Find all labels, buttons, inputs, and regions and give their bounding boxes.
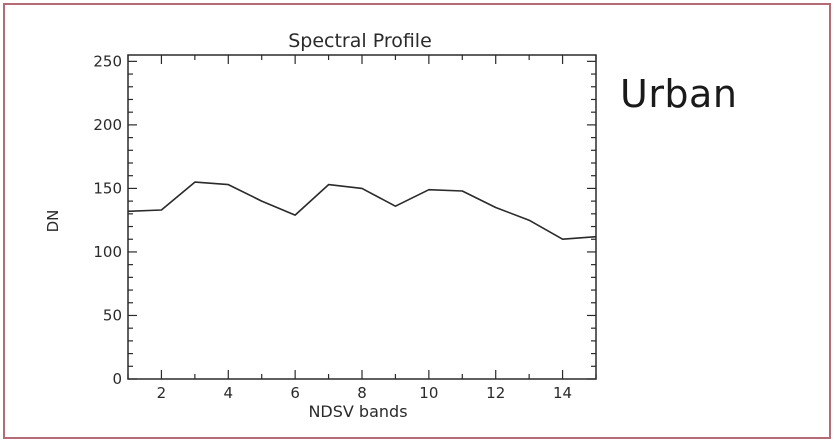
x-tick-label: 6	[290, 384, 300, 402]
x-tick-label: 8	[357, 384, 367, 402]
x-tick-label: 2	[157, 384, 167, 402]
x-axis-label: NDSV bands	[308, 402, 407, 421]
axis-ticks	[127, 55, 597, 380]
plot-area	[127, 54, 597, 380]
x-tick-label: 14	[553, 384, 572, 402]
series-line	[127, 181, 597, 240]
y-tick-label: 150	[93, 179, 122, 197]
tick-labels: 2 4 6 8 10 12 14 0 50 100 150 200 250	[93, 52, 572, 402]
y-tick-label: 0	[112, 370, 122, 388]
y-tick-label: 200	[93, 116, 122, 134]
x-tick-label: 12	[486, 384, 505, 402]
y-tick-label: 250	[93, 52, 122, 70]
chart-title: Spectral Profile	[288, 30, 432, 52]
y-tick-label: 50	[103, 306, 122, 324]
y-axis-label: DN	[44, 210, 62, 233]
x-tick-label: 10	[419, 384, 438, 402]
figure-frame	[3, 3, 831, 439]
land-cover-label: Urban	[620, 72, 738, 116]
x-tick-label: 4	[224, 384, 234, 402]
y-tick-label: 100	[93, 243, 122, 261]
